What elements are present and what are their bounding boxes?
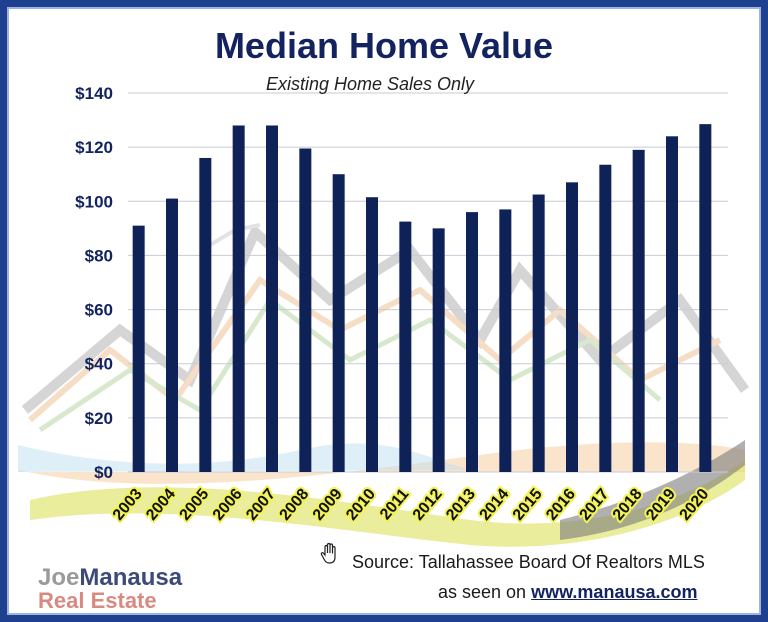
bar-2015 [532, 194, 545, 472]
bar-2017 [599, 164, 612, 472]
bar-2011 [399, 221, 412, 472]
bar-2010 [366, 197, 378, 472]
background-swooshes [18, 440, 745, 547]
chart-frame-inner [7, 7, 761, 615]
bar-2014 [499, 209, 512, 472]
bar-2005 [199, 157, 212, 472]
bar-2004 [166, 198, 178, 473]
chart-title: Median Home Value [214, 25, 554, 66]
bar-2013 [466, 212, 478, 472]
y-tick-label: $80 [85, 246, 113, 265]
bar-2018 [632, 149, 645, 472]
bar-2012 [432, 228, 445, 472]
bars [132, 124, 712, 473]
bar-2009 [332, 174, 345, 472]
seen-prefix: as seen on [438, 582, 527, 602]
logo: JoeManausa [38, 564, 182, 592]
bar-2016 [566, 182, 578, 473]
bar-2019 [666, 136, 678, 473]
y-tick-label: $0 [94, 463, 113, 482]
bar-2008 [299, 148, 312, 472]
y-tick-label: $140 [75, 84, 113, 103]
y-tick-label: $100 [75, 192, 113, 211]
bar-2003 [132, 225, 145, 472]
bar-2020 [699, 124, 712, 472]
bar-2006 [232, 125, 245, 472]
chart-subtitle: Existing Home Sales Only [265, 74, 475, 94]
logo-manausa: Manausa [79, 564, 183, 591]
x-tick-label-2015: 2015 [510, 486, 546, 524]
hand-icon [320, 542, 336, 564]
seen-on-line: as seen on www.manausa.com [438, 582, 697, 603]
y-gridlines [128, 92, 728, 473]
x-tick-label-2013: 2013 [443, 486, 479, 524]
y-tick-label: $40 [85, 355, 113, 374]
website-link[interactable]: www.manausa.com [531, 582, 698, 602]
y-tick-labels: $0 $20 $40 $60 $80 $100 $120 $140 [75, 84, 113, 482]
logo-real-estate: Real Estate [38, 588, 157, 613]
y-tick-label: $20 [85, 409, 113, 428]
y-tick-label: $60 [85, 301, 113, 320]
bar-2007 [266, 125, 278, 472]
logo-joe: Joe [38, 564, 80, 591]
y-tick-label: $120 [75, 138, 113, 157]
source-text: Source: Tallahassee Board Of Realtors ML… [352, 552, 705, 572]
x-tick-label-2014: 2014 [476, 486, 512, 524]
